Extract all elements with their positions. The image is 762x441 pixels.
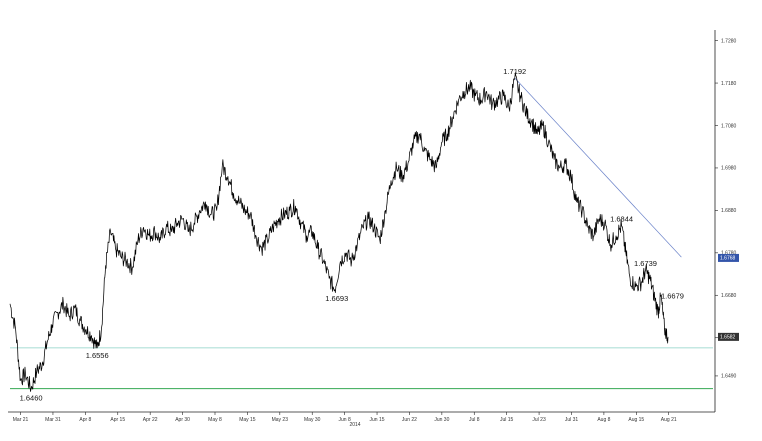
x-tick-label: Jun 8: [339, 417, 351, 423]
x-tick-label: Aug 21: [661, 417, 677, 423]
x-tick-label: May 8: [208, 417, 222, 423]
x-tick-label: Aug 8: [597, 417, 610, 423]
x-tick-label: Jul 15: [500, 417, 514, 423]
last-value-text: 1.6768: [720, 256, 736, 262]
x-tick-label: Jul 23: [532, 417, 546, 423]
price-series: [9, 72, 669, 392]
support-lines: [10, 347, 713, 390]
x-tick-label: May 30: [304, 417, 321, 423]
x-tick-label: Jul 8: [469, 417, 480, 423]
annotation-label: 1.6556: [86, 351, 109, 360]
y-tick-label: 1.6490: [721, 374, 737, 380]
price-annotations: 1.7192 1.6844 1.6739 1.6693 1.6679 1.6556 1.64…: [20, 67, 684, 403]
x-tick-label: May 23: [272, 417, 289, 423]
y-tick-label: 1.7180: [721, 81, 737, 87]
x-tick-label: Apr 15: [110, 417, 125, 423]
y-tick-label: 1.6680: [721, 293, 737, 299]
y-tick-label: 1.6980: [721, 166, 737, 172]
x-tick-label: Jun 30: [434, 417, 449, 423]
trendline-layer: [514, 77, 682, 258]
last-value-text: 1.6582: [720, 335, 736, 341]
x-tick-label: Mar 31: [45, 417, 61, 423]
x-tick-label: Aug 15: [628, 417, 644, 423]
annotation-label: 1.6460: [20, 394, 43, 403]
annotation-label: 1.6844: [610, 215, 633, 224]
x-tick-label: Jun 22: [402, 417, 417, 423]
y-tick-label: 1.6780: [721, 251, 737, 257]
year-label: 2014: [349, 422, 360, 428]
x-tick-label: Mar 21: [13, 417, 29, 423]
last-value-boxes: 1.6768 1.6582: [718, 253, 739, 341]
annotation-label: 1.6679: [661, 292, 684, 301]
x-tick-label: Jun 15: [370, 417, 385, 423]
y-tick-label: 1.7280: [721, 38, 737, 44]
last-value-box: [718, 332, 739, 341]
trendline: [514, 77, 682, 258]
annotation-label: 1.6693: [325, 294, 348, 303]
annotation-label: 1.7192: [503, 67, 526, 76]
last-value-box: [718, 253, 739, 262]
annotation-label: 1.6739: [634, 259, 657, 268]
series-line: [9, 72, 669, 392]
x-tick-label: May 15: [239, 417, 256, 423]
y-tick-label: 1.7080: [721, 123, 737, 129]
x-tick-label: Apr 30: [175, 417, 190, 423]
x-axis-ticks: Mar 21 Mar 31 Apr 8 Apr 15 Apr 22 Apr 30 May 8…: [13, 412, 677, 423]
x-tick-label: Jul 31: [565, 417, 579, 423]
x-tick-label: Apr 8: [79, 417, 91, 423]
y-tick-label: 1.6880: [721, 208, 737, 214]
x-tick-label: Apr 22: [143, 417, 158, 423]
